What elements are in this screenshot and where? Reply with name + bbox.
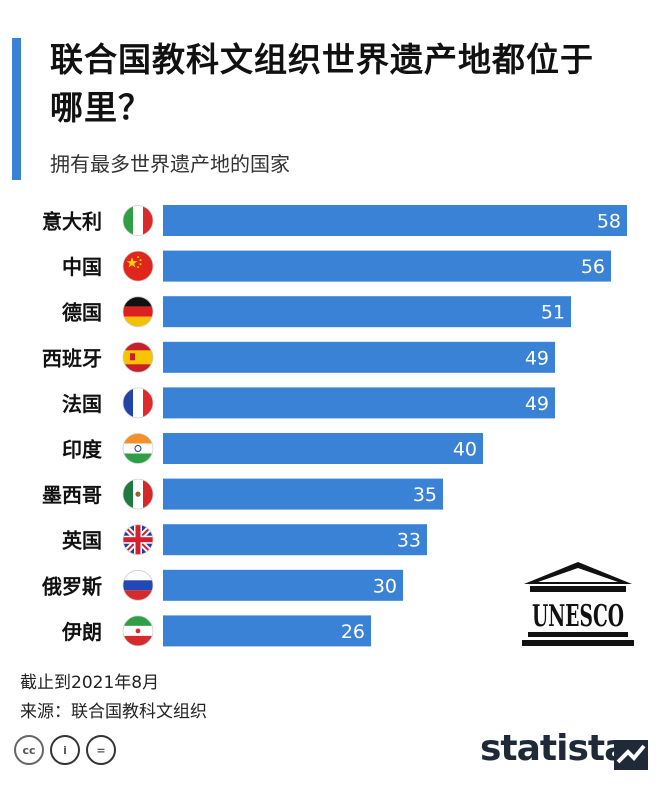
bar <box>163 387 555 419</box>
bar-value-label: 33 <box>397 530 421 552</box>
cc-icon[interactable]: cc <box>14 735 44 765</box>
flag-icon-uk <box>122 524 154 556</box>
footnote-date: 截止到2021年8月 <box>20 673 160 693</box>
category-label: 西班牙 <box>42 346 102 370</box>
category-label: 俄罗斯 <box>41 574 102 598</box>
bar-value-label: 30 <box>373 575 397 597</box>
bar <box>163 615 371 647</box>
bar-value-label: 49 <box>525 347 549 369</box>
bar <box>163 250 611 282</box>
footnote-source: 来源：联合国教科文组织 <box>20 702 207 722</box>
flag-icon-france <box>122 387 154 419</box>
bar <box>163 569 403 601</box>
category-label: 法国 <box>62 392 102 416</box>
flag-icon-germany <box>122 296 154 328</box>
bar-value-label: 35 <box>413 484 437 506</box>
chart-title: 联合国教科文组织世界遗产地都位于哪里？ <box>50 40 594 127</box>
bar <box>163 433 483 464</box>
flag-icon-iran <box>122 615 154 647</box>
statista-logo[interactable]: statista <box>480 728 628 769</box>
bar-chart: 意大利 58 中国 56 德国 51 西班牙 49 法国 49 印度 40 墨西哥 35 英国 33 俄罗斯 30… <box>41 205 627 647</box>
license-icons: cc i = <box>14 735 116 765</box>
bar-value-label: 58 <box>597 211 621 233</box>
attribution-icon[interactable]: i <box>50 735 80 765</box>
bar <box>163 205 627 236</box>
bar-value-label: 51 <box>541 302 565 324</box>
category-label: 德国 <box>62 301 102 325</box>
unesco-logo: UNESCO <box>522 562 634 646</box>
flag-icon-india <box>122 433 154 464</box>
flag-icon-china <box>122 250 154 282</box>
bar <box>163 478 443 510</box>
bar <box>163 296 571 328</box>
bar <box>163 341 555 373</box>
flag-icon-mexico <box>122 478 154 510</box>
category-label: 中国 <box>62 255 102 279</box>
flag-icon-russia <box>122 569 154 601</box>
category-label: 伊朗 <box>61 620 102 644</box>
category-label: 英国 <box>62 529 102 553</box>
bar-value-label: 49 <box>525 393 549 415</box>
no-derivatives-icon[interactable]: = <box>86 735 116 765</box>
chart-subtitle: 拥有最多世界遗产地的国家 <box>50 152 290 176</box>
category-label: 印度 <box>62 438 103 462</box>
bar-value-label: 56 <box>581 256 605 278</box>
statista-logo-mark-icon <box>614 740 648 770</box>
category-label: 意大利 <box>42 210 102 234</box>
flag-icon-spain <box>122 341 154 373</box>
bar-value-label: 26 <box>341 621 365 643</box>
bar-value-label: 40 <box>453 439 477 461</box>
flag-icon-italy <box>122 205 154 236</box>
bar <box>163 524 427 556</box>
category-label: 墨西哥 <box>42 483 102 507</box>
svg-text:UNESCO: UNESCO <box>532 599 624 634</box>
title-accent-bar <box>12 38 21 180</box>
